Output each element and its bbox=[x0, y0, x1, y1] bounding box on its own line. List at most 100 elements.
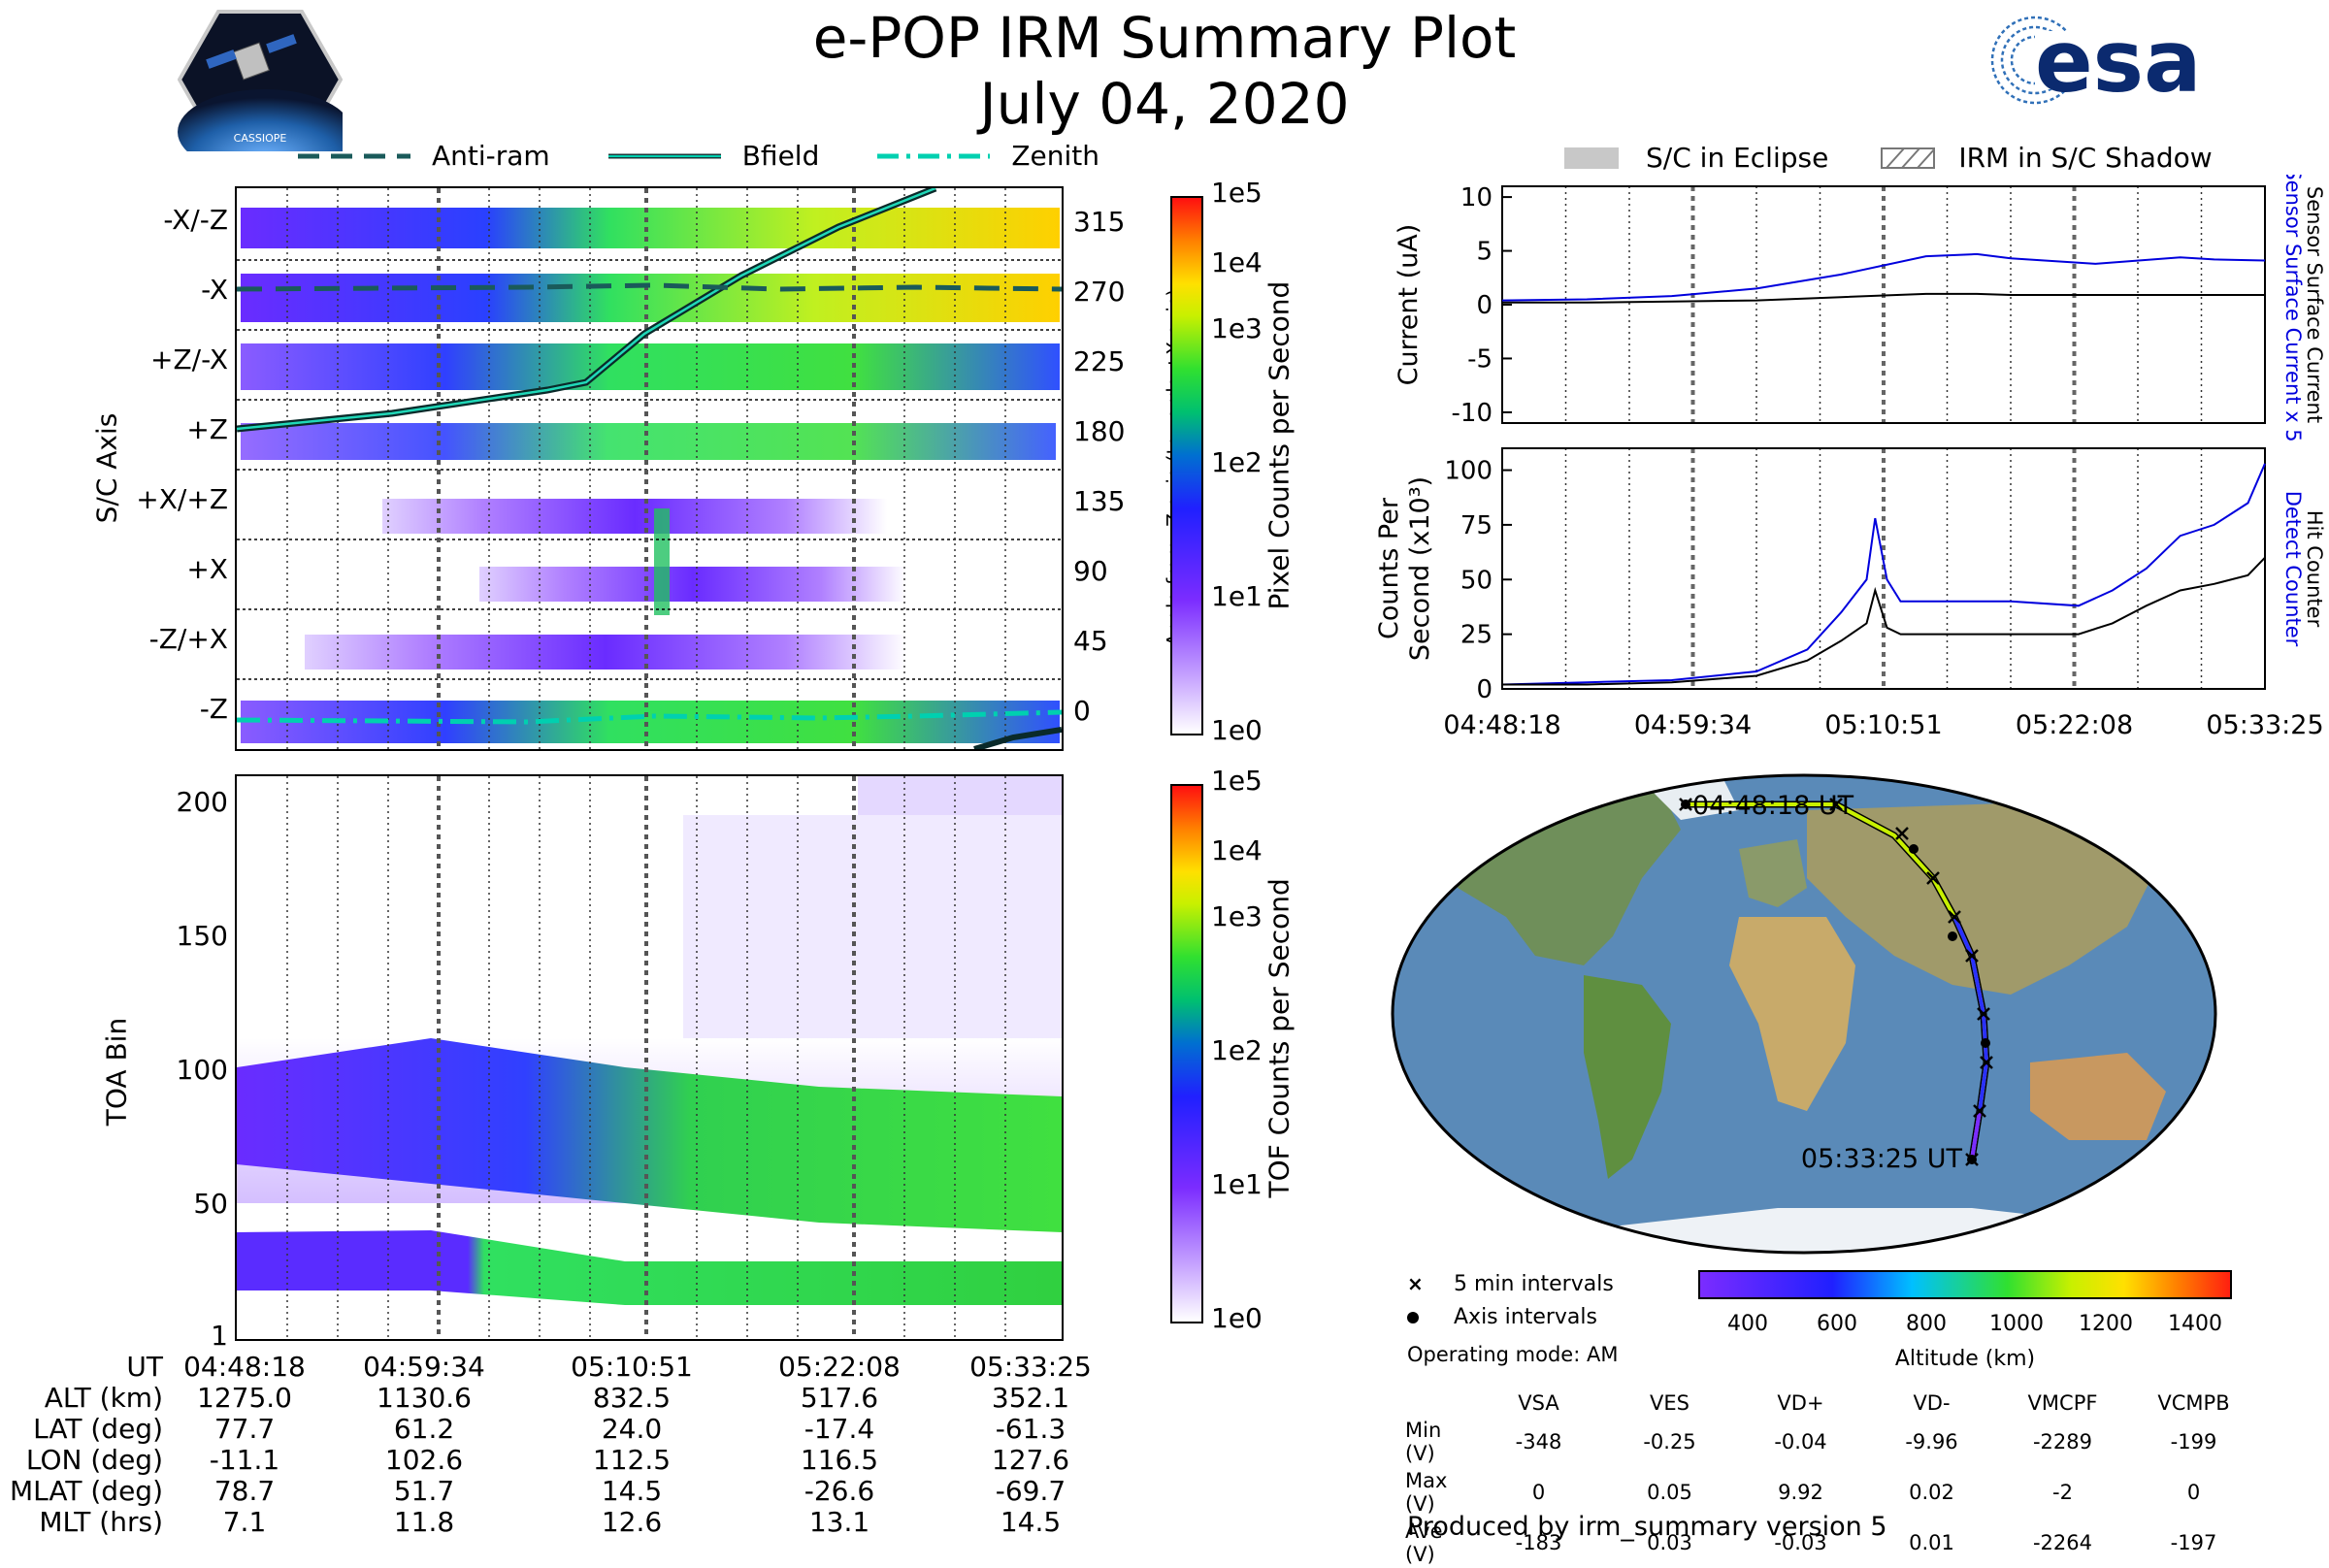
south-america-shape bbox=[1584, 975, 1671, 1179]
colorbar-tick: 1e4 bbox=[1211, 834, 1263, 866]
colorbar-tick: 1e3 bbox=[1211, 900, 1263, 932]
altitude-tick: 800 bbox=[1906, 1312, 1947, 1336]
tof-colorbar-label: TOF Counts per Second bbox=[1263, 878, 1296, 1198]
table-cell: -17.4 bbox=[804, 1413, 875, 1445]
toa-heatmap bbox=[237, 776, 1062, 1339]
series-line-secondary bbox=[1502, 292, 2265, 304]
pixel-colorbar-label: Pixel Counts per Second bbox=[1263, 280, 1296, 610]
angle-tick-list: 315 270 225 180 135 90 45 0 bbox=[1073, 186, 1141, 751]
legend-axis: Axis intervals bbox=[1454, 1304, 1597, 1329]
row-label: MLT (hrs) bbox=[39, 1506, 163, 1538]
right-legend: S/C in Eclipse IRM in S/C Shadow bbox=[1564, 142, 2213, 174]
legend-bfield: Bfield bbox=[741, 140, 820, 172]
shadow-hatch-icon bbox=[1881, 147, 1936, 169]
colorbar-tick: 1e1 bbox=[1211, 1168, 1263, 1200]
table-cell: 102.6 bbox=[384, 1444, 464, 1476]
altitude-colorbar bbox=[1698, 1270, 2232, 1299]
table-cell: 12.6 bbox=[601, 1506, 663, 1538]
map-legend: × 5 min intervals Axis intervals Operati… bbox=[1407, 1267, 1618, 1366]
table-cell: -69.7 bbox=[995, 1475, 1066, 1507]
y-tick-label: -10 bbox=[1452, 399, 1493, 428]
svg-text:esa: esa bbox=[2035, 12, 2201, 109]
table-cell: 04:48:18 bbox=[183, 1351, 306, 1383]
svg-text:CASSIOPE: CASSIOPE bbox=[234, 132, 287, 145]
table-cell: 61.2 bbox=[393, 1413, 455, 1445]
row-label: LAT (deg) bbox=[33, 1413, 163, 1445]
table-cell: 51.7 bbox=[393, 1475, 455, 1507]
colorbar-tick: 1e1 bbox=[1211, 580, 1263, 612]
legend-5min: 5 min intervals bbox=[1454, 1271, 1614, 1296]
y-tick-label: 10 bbox=[1460, 183, 1493, 212]
stat-cell: -2 bbox=[2052, 1481, 2073, 1504]
table-cell: -11.1 bbox=[209, 1444, 280, 1476]
stat-cell: 0.02 bbox=[1909, 1481, 1954, 1504]
y-axis-label: Second (x10³) bbox=[1405, 476, 1435, 661]
stat-cell: 0.03 bbox=[1647, 1531, 1692, 1554]
legend-zenith: Zenith bbox=[1011, 140, 1100, 172]
stat-cell: 0.01 bbox=[1909, 1531, 1954, 1554]
tof-counts-colorbar bbox=[1170, 784, 1203, 1323]
right-axis-label: Detect Counter bbox=[2281, 491, 2305, 647]
sc-axis-label: +Z/-X bbox=[150, 343, 228, 376]
y-tick-label: 0 bbox=[1476, 675, 1493, 704]
colorbar-tick: 1e0 bbox=[1211, 1302, 1263, 1334]
y-tick-label: 5 bbox=[1476, 238, 1493, 267]
angle-tick: 0 bbox=[1073, 695, 1091, 727]
toa-ytick: 100 bbox=[176, 1054, 228, 1086]
y-axis-label: Current (uA) bbox=[1394, 224, 1424, 386]
ephemeris-table: UT 04:48:18 04:59:34 05:10:51 05:22:08 0… bbox=[8, 1352, 1118, 1538]
table-cell: 14.5 bbox=[601, 1475, 663, 1507]
series-line-secondary bbox=[1502, 557, 2266, 686]
angle-tick: 45 bbox=[1073, 625, 1108, 657]
table-cell: 1130.6 bbox=[377, 1382, 472, 1414]
track-start-label: 04:48:18 UT bbox=[1692, 791, 1854, 821]
angle-tick: 180 bbox=[1073, 415, 1126, 447]
axis-interval-dots bbox=[1681, 800, 1990, 1164]
stat-cell: -0.04 bbox=[1774, 1430, 1827, 1454]
table-cell: 13.1 bbox=[808, 1506, 870, 1538]
legend-anti-ram: Anti-ram bbox=[432, 140, 550, 172]
y-tick-label: 100 bbox=[1444, 457, 1493, 486]
toa-ytick: 150 bbox=[176, 920, 228, 952]
table-cell: 127.6 bbox=[991, 1444, 1070, 1476]
stat-row-label: Max (V) bbox=[1405, 1469, 1448, 1516]
table-cell: 352.1 bbox=[991, 1382, 1070, 1414]
stat-header: VD+ bbox=[1777, 1391, 1824, 1415]
stat-cell: 0.05 bbox=[1647, 1481, 1692, 1504]
table-cell: 77.7 bbox=[213, 1413, 276, 1445]
colorbar-tick: 1e3 bbox=[1211, 312, 1263, 344]
y-tick-label: 0 bbox=[1476, 291, 1493, 320]
sc-axis-label-list: -X/-Z -X +Z/-X +Z +X/+Z +X -Z/+X -Z bbox=[126, 186, 228, 751]
x-tick-label: 05:22:08 bbox=[2016, 710, 2133, 740]
x-tick-label: 04:48:18 bbox=[1443, 710, 1560, 740]
stat-cell: -0.03 bbox=[1774, 1531, 1827, 1554]
toa-ytick-list: 200 150 100 50 1 bbox=[155, 774, 228, 1352]
colorbar-tick: 1e2 bbox=[1211, 446, 1263, 478]
legend-shadow: IRM in S/C Shadow bbox=[1958, 142, 2213, 174]
series-line-primary bbox=[1501, 252, 2266, 302]
table-cell: 05:33:25 bbox=[969, 1351, 1092, 1383]
angle-tick: 225 bbox=[1073, 345, 1126, 377]
table-cell: 14.5 bbox=[1000, 1506, 1062, 1538]
sc-axis-label: -X bbox=[201, 274, 228, 306]
eclipse-swatch-icon bbox=[1564, 147, 1619, 169]
table-cell: 05:10:51 bbox=[571, 1351, 693, 1383]
toa-ytick: 50 bbox=[193, 1188, 228, 1220]
altitude-tick: 600 bbox=[1817, 1312, 1857, 1336]
angle-tick: 270 bbox=[1073, 276, 1126, 308]
table-cell: 112.5 bbox=[592, 1444, 672, 1476]
angle-tick: 135 bbox=[1073, 485, 1126, 517]
right-axis-label: Hit Counter bbox=[2303, 510, 2326, 628]
y-axis-label: Counts Per bbox=[1374, 497, 1404, 639]
africa-shape bbox=[1729, 917, 1855, 1111]
stat-cell: -2289 bbox=[2032, 1430, 2093, 1454]
y-tick-label: 50 bbox=[1460, 566, 1493, 595]
table-cell: 11.8 bbox=[393, 1506, 455, 1538]
colorbar-tick: 1e0 bbox=[1211, 714, 1263, 746]
toa-spectrogram bbox=[235, 774, 1064, 1341]
colorbar-tick: 1e4 bbox=[1211, 246, 1263, 278]
stat-header: VMCPF bbox=[2027, 1391, 2098, 1415]
australia-shape bbox=[2030, 1053, 2166, 1140]
ground-track-map: 04:48:18 UT 05:33:25 UT bbox=[1390, 771, 2218, 1257]
stat-header: VES bbox=[1650, 1391, 1689, 1415]
